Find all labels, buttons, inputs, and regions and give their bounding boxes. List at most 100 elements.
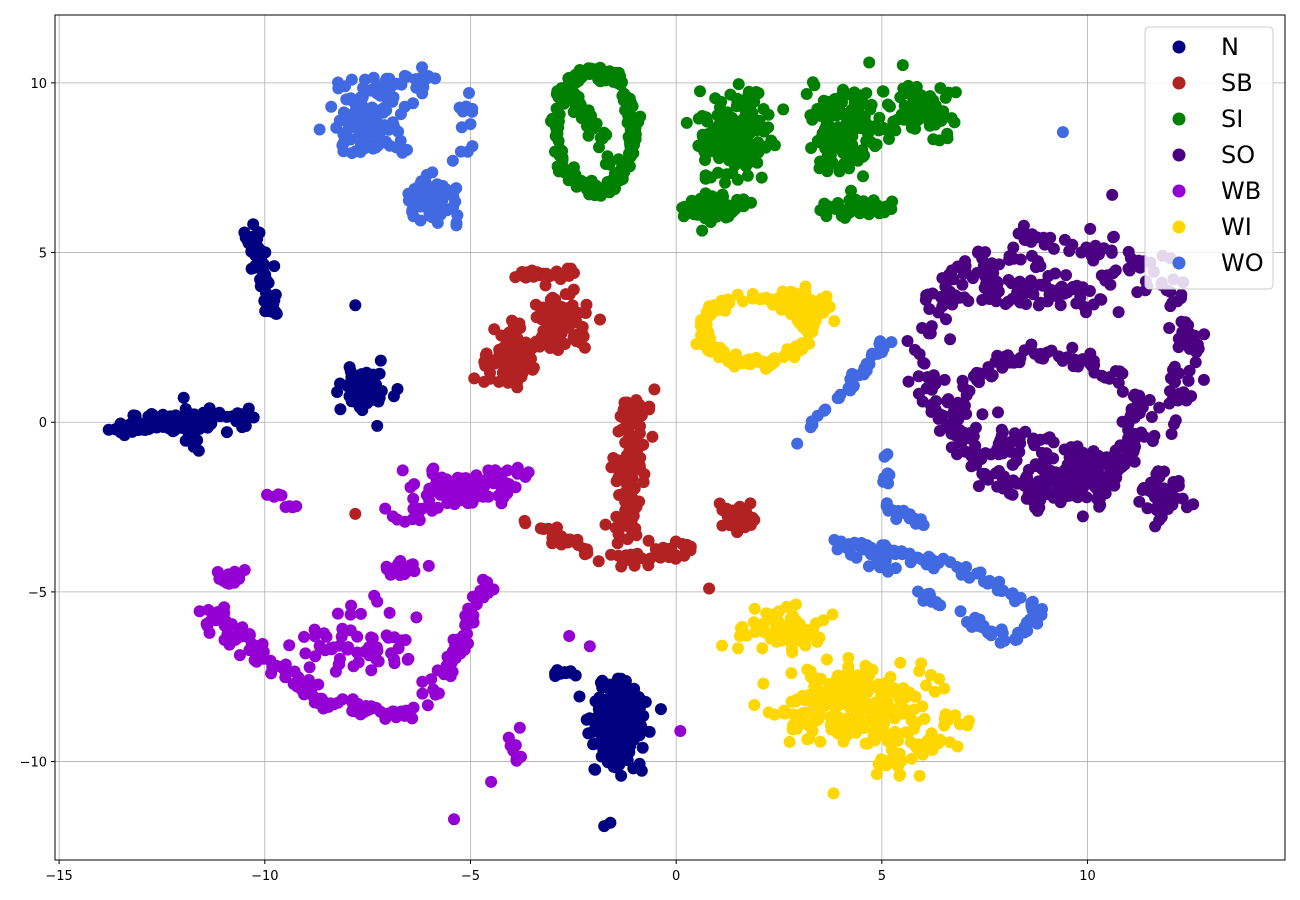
point-wo [337, 145, 350, 158]
point-so [1190, 346, 1203, 359]
point-n [127, 423, 140, 436]
point-wb [345, 599, 358, 612]
point-wo [387, 91, 400, 104]
point-si [863, 123, 876, 136]
point-wb [299, 647, 312, 660]
point-wo [394, 108, 407, 121]
point-wb [298, 630, 310, 643]
point-so [1145, 411, 1158, 423]
point-si [715, 114, 728, 127]
point-wi [734, 622, 747, 635]
point-n [603, 719, 616, 732]
point-si [762, 108, 775, 121]
point-n [597, 735, 610, 748]
point-n [349, 299, 362, 312]
point-wi [799, 639, 812, 652]
point-n [352, 391, 365, 403]
point-wo [921, 588, 934, 601]
point-sb [716, 519, 729, 532]
point-so [1131, 286, 1144, 299]
point-n [589, 695, 602, 708]
point-so [1104, 278, 1117, 291]
point-wi [814, 735, 827, 748]
point-so [1166, 498, 1179, 511]
point-so [929, 395, 942, 408]
point-wb [482, 490, 495, 503]
point-wb [482, 586, 495, 599]
point-so [965, 449, 978, 462]
point-wi [820, 653, 833, 666]
point-wb [279, 671, 292, 684]
point-si [873, 207, 886, 220]
point-wb [368, 589, 381, 602]
point-wi [716, 639, 728, 652]
point-n [608, 677, 621, 690]
point-so [1006, 488, 1019, 501]
point-wi [836, 673, 849, 686]
point-so [1149, 520, 1162, 533]
point-si [719, 139, 732, 152]
point-si [729, 203, 742, 215]
point-wo [345, 73, 358, 86]
point-si [623, 132, 636, 144]
point-si [696, 224, 709, 237]
point-wb [233, 649, 246, 662]
point-si [574, 70, 587, 83]
point-wb [406, 558, 419, 571]
point-wb [495, 497, 508, 510]
point-si [629, 114, 642, 127]
point-wb [210, 614, 223, 627]
point-so [1146, 433, 1159, 446]
point-so [1155, 510, 1168, 523]
point-so [1133, 495, 1146, 508]
point-n [239, 231, 252, 244]
y-tick-label: 5 [39, 247, 47, 262]
point-si [857, 170, 869, 183]
point-si [923, 116, 936, 128]
point-wi [732, 642, 744, 655]
point-n [268, 260, 281, 273]
point-wi [826, 608, 839, 621]
point-wb [674, 725, 687, 737]
point-n [549, 670, 562, 682]
point-n [247, 218, 260, 231]
point-wi [717, 345, 730, 358]
point-sb [544, 342, 557, 354]
point-n [177, 391, 190, 404]
point-n [573, 690, 586, 703]
point-wb [438, 668, 451, 681]
point-sb [479, 359, 492, 372]
point-so [1066, 341, 1079, 354]
point-wi [878, 717, 890, 730]
point-so [1054, 299, 1067, 312]
legend-label-n: N [1221, 33, 1239, 61]
point-wb [268, 490, 281, 503]
point-so [1013, 356, 1026, 369]
point-wi [803, 732, 816, 745]
point-n [587, 738, 600, 751]
point-wi [790, 693, 803, 706]
point-so [946, 264, 958, 277]
point-wo [342, 123, 355, 136]
point-si [593, 63, 606, 76]
point-wb [213, 572, 226, 585]
point-so [901, 335, 914, 347]
point-n [191, 410, 204, 422]
point-wo [1035, 609, 1048, 621]
point-wb [228, 575, 241, 588]
point-wi [806, 697, 819, 710]
point-wi [785, 667, 798, 680]
point-wi [700, 306, 713, 319]
point-so [1055, 490, 1068, 503]
point-wo [463, 87, 475, 99]
point-sb [731, 526, 744, 539]
point-wo [833, 392, 845, 404]
legend-label-wo: WO [1221, 249, 1264, 277]
point-sb [563, 288, 576, 301]
point-n [654, 703, 667, 716]
point-wo [895, 545, 908, 558]
point-n [114, 426, 127, 439]
point-wo [369, 119, 381, 132]
point-sb [622, 408, 635, 421]
point-wi [757, 677, 770, 690]
